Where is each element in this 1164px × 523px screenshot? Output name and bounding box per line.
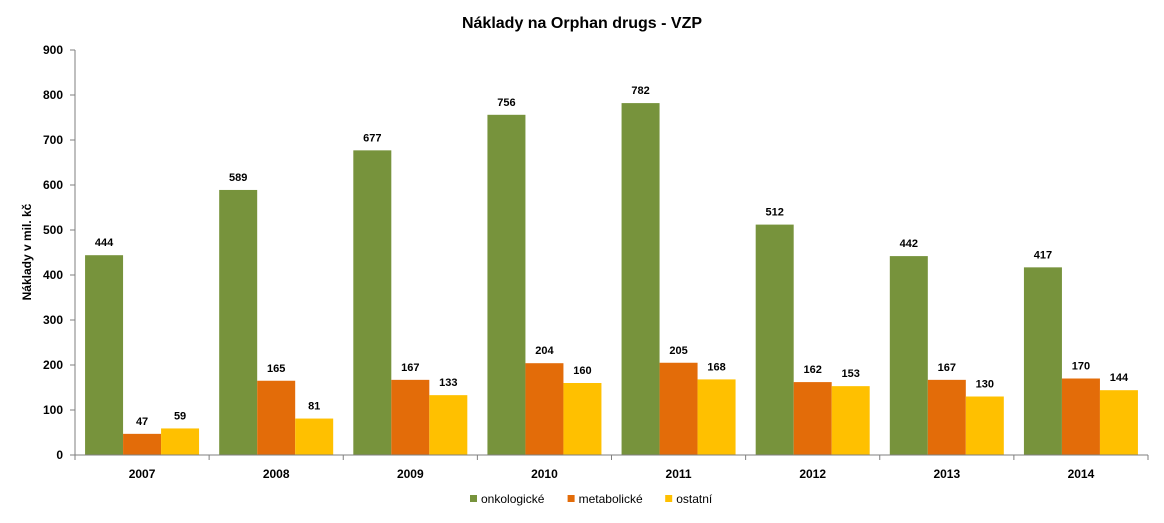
data-label: 170 xyxy=(1072,361,1090,373)
bar-ostatní-2008 xyxy=(295,418,334,455)
data-label: 133 xyxy=(439,377,457,389)
x-tick-label: 2009 xyxy=(397,467,424,481)
x-tick-label: 2007 xyxy=(129,467,156,481)
bar-onkologické-2014 xyxy=(1023,267,1062,455)
y-axis-ticks: 0 100 200 300 400 500 600 700 800 900 xyxy=(43,43,75,462)
y-tick-label: 0 xyxy=(56,448,63,462)
chart-title: Náklady na Orphan drugs - VZP xyxy=(462,15,702,32)
bar-ostatní-2012 xyxy=(831,386,870,455)
data-label: 756 xyxy=(497,97,515,109)
x-tick-label: 2013 xyxy=(933,467,960,481)
y-tick-label: 200 xyxy=(43,358,63,372)
data-label: 47 xyxy=(136,416,148,428)
x-axis-ticks: 2007 2008 2009 2010 2011 2012 2013 2014 xyxy=(74,455,1149,481)
data-label: 444 xyxy=(95,237,114,249)
legend-label: ostatní xyxy=(676,492,713,506)
y-axis-label: Náklady v mil. kč xyxy=(20,203,34,300)
x-tick-label: 2008 xyxy=(263,467,290,481)
x-tick-label: 2012 xyxy=(799,467,826,481)
data-label: 167 xyxy=(401,362,419,374)
bar-metabolické-2007 xyxy=(123,433,162,455)
data-label: 205 xyxy=(669,345,687,357)
data-label: 162 xyxy=(804,364,822,376)
bar-metabolické-2013 xyxy=(927,379,966,455)
data-label: 782 xyxy=(631,85,649,97)
data-label: 677 xyxy=(363,132,381,144)
legend-swatch-metabolické xyxy=(567,495,575,502)
legend-label: onkologické xyxy=(481,492,545,506)
legend-swatch-onkologické xyxy=(470,495,477,502)
data-label: 417 xyxy=(1034,249,1052,261)
x-tick-label: 2014 xyxy=(1068,467,1095,481)
bar-onkologické-2013 xyxy=(889,256,928,455)
bar-metabolické-2011 xyxy=(659,362,698,455)
data-label: 153 xyxy=(842,368,860,380)
data-label: 160 xyxy=(573,365,591,377)
legend-label: metabolické xyxy=(579,492,643,506)
y-tick-label: 800 xyxy=(43,88,63,102)
y-tick-label: 500 xyxy=(43,223,63,237)
bar-metabolické-2009 xyxy=(391,379,430,455)
data-label: 204 xyxy=(535,345,554,357)
legend: onkologické metabolické ostatní xyxy=(470,492,713,506)
bar-onkologické-2012 xyxy=(755,224,794,455)
bar-metabolické-2010 xyxy=(525,363,564,455)
bar-metabolické-2008 xyxy=(257,380,296,455)
y-tick-label: 900 xyxy=(43,43,63,57)
bar-metabolické-2014 xyxy=(1061,378,1100,455)
data-label: 167 xyxy=(938,362,956,374)
data-label: 165 xyxy=(267,363,285,375)
bar-ostatní-2009 xyxy=(429,395,468,455)
data-label: 59 xyxy=(174,410,186,422)
y-tick-label: 300 xyxy=(43,313,63,327)
data-label: 168 xyxy=(707,361,725,373)
bar-onkologické-2007 xyxy=(85,255,124,455)
y-tick-label: 400 xyxy=(43,268,63,282)
y-tick-label: 700 xyxy=(43,133,63,147)
bar-onkologické-2011 xyxy=(621,103,660,455)
bar-ostatní-2013 xyxy=(965,396,1004,455)
bar-onkologické-2008 xyxy=(219,189,258,455)
y-tick-label: 100 xyxy=(43,403,63,417)
data-label: 512 xyxy=(766,207,784,219)
bar-ostatní-2010 xyxy=(563,383,602,455)
bar-ostatní-2007 xyxy=(161,428,200,455)
x-tick-label: 2010 xyxy=(531,467,558,481)
bar-ostatní-2011 xyxy=(697,379,736,455)
bar-onkologické-2010 xyxy=(487,114,526,456)
bar-ostatní-2014 xyxy=(1099,390,1138,455)
data-label: 81 xyxy=(308,401,320,413)
x-tick-label: 2011 xyxy=(666,467,692,481)
legend-swatch-ostatní xyxy=(665,495,673,502)
bars xyxy=(85,103,1138,456)
data-label: 144 xyxy=(1110,372,1129,384)
data-label: 442 xyxy=(900,238,918,250)
y-tick-label: 600 xyxy=(43,178,63,192)
data-label: 589 xyxy=(229,172,247,184)
data-label: 130 xyxy=(976,379,994,391)
bar-metabolické-2012 xyxy=(793,382,832,455)
bar-onkologické-2009 xyxy=(353,150,392,455)
data-labels: 444 589 677 756 782 512 442 417 47 165 167 204 205 16… xyxy=(95,85,1129,428)
